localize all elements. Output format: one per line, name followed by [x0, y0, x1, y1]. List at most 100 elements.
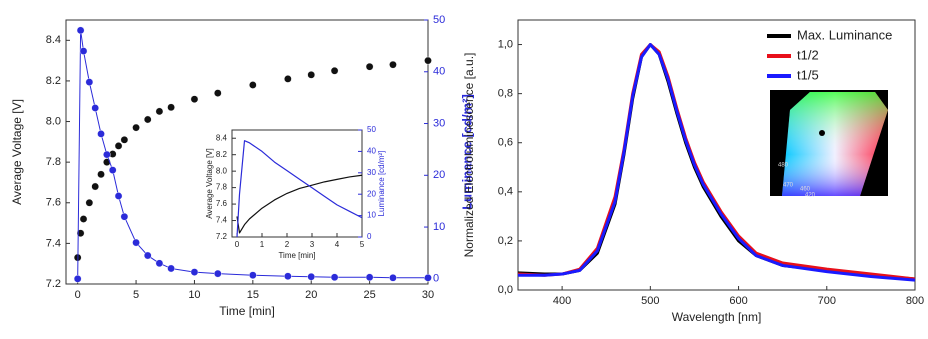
x-tick-label: 500	[641, 295, 659, 307]
y-tick-label: 1,0	[498, 38, 513, 50]
legend-label: Max. Luminance	[797, 27, 892, 42]
x-axis-label: Wavelength [nm]	[672, 310, 762, 324]
y2-tick-label: 50	[433, 14, 445, 26]
y-tick-label: 0,8	[498, 88, 513, 100]
x-tick-label: 2	[285, 240, 290, 249]
y-tick-label: 7.2	[46, 278, 61, 290]
data-point	[284, 272, 292, 281]
series-line	[236, 140, 363, 238]
data-point	[365, 273, 374, 282]
y2-tick-label: 0	[367, 232, 372, 241]
y2-tick-label: 30	[433, 117, 445, 129]
y2-tick-label: 10	[367, 211, 376, 220]
cie-label: 480	[778, 163, 789, 169]
y2-tick-label: 10	[433, 221, 445, 233]
data-point	[91, 182, 99, 191]
legend-label: t1/5	[797, 67, 819, 82]
data-point	[167, 103, 175, 112]
y-tick-label: 8.2	[216, 150, 228, 159]
y-axis-label: Normalized Electroluminescence [a.u.]	[462, 53, 476, 258]
data-point	[307, 71, 316, 79]
data-point	[190, 95, 199, 103]
series-line	[236, 174, 363, 234]
data-point	[76, 229, 85, 238]
data-point	[73, 275, 82, 283]
y-axis-label: Average Voltage [V]	[205, 148, 214, 219]
data-point	[132, 238, 140, 247]
y2-tick-label: 50	[367, 125, 376, 134]
y-tick-label: 8.2	[46, 75, 61, 87]
x-tick-label: 25	[363, 289, 375, 301]
data-point	[167, 264, 175, 273]
y-tick-label: 8.4	[216, 133, 228, 142]
data-point	[143, 251, 152, 260]
y-tick-label: 7.4	[46, 237, 61, 249]
y-tick-label: 0,4	[498, 186, 513, 198]
x-tick-label: 600	[729, 295, 747, 307]
y-tick-label: 8.0	[46, 115, 61, 127]
data-point	[85, 198, 94, 207]
data-point	[155, 107, 164, 116]
x-tick-label: 700	[818, 295, 836, 307]
data-point	[190, 268, 199, 276]
data-point	[85, 78, 94, 86]
data-point	[97, 130, 105, 138]
x-axis-label: Time [min]	[278, 251, 315, 260]
data-point	[214, 89, 222, 97]
cie-label: 470	[783, 183, 794, 189]
data-point	[249, 271, 257, 280]
data-point	[330, 66, 339, 75]
data-point	[97, 170, 105, 179]
data-point	[389, 60, 397, 69]
x-tick-label: 0	[235, 240, 240, 249]
y2-tick-label: 30	[367, 168, 376, 177]
x-tick-label: 10	[188, 289, 200, 301]
y-tick-label: 0,6	[498, 137, 513, 149]
data-point	[91, 104, 99, 112]
data-point	[424, 273, 432, 282]
data-point	[307, 272, 316, 281]
y2-axis-label: Luminance [cd/m²]	[459, 94, 474, 210]
cie-colors-v	[782, 92, 888, 196]
x-axis-label: Time [min]	[219, 304, 275, 318]
y-tick-label: 7.4	[216, 216, 228, 225]
legend-label: t1/2	[797, 47, 819, 62]
data-point	[79, 215, 88, 223]
y2-tick-label: 20	[433, 169, 445, 181]
data-point	[132, 123, 140, 132]
series-line	[518, 43, 916, 282]
cie-label: 460	[800, 187, 811, 193]
data-point	[284, 75, 292, 83]
data-point	[103, 150, 111, 159]
plot-frame	[517, 19, 916, 291]
data-point	[108, 166, 117, 174]
y-tick-label: 8.0	[216, 166, 228, 175]
x-tick-label: 15	[247, 289, 259, 301]
y-tick-label: 7.6	[46, 197, 61, 209]
data-point	[389, 273, 397, 282]
x-tick-label: 3	[310, 240, 315, 249]
x-tick-label: 4	[335, 240, 340, 249]
y-tick-label: 7.8	[46, 156, 61, 168]
x-tick-label: 0	[75, 289, 81, 301]
x-tick-label: 5	[360, 240, 365, 249]
x-tick-label: 1	[260, 240, 265, 249]
data-point	[155, 259, 164, 268]
x-tick-label: 20	[305, 289, 317, 301]
data-point	[143, 115, 152, 124]
y2-tick-label: 40	[433, 66, 445, 78]
cie-label: 420	[805, 193, 816, 199]
data-point	[424, 56, 432, 65]
x-tick-label: 800	[906, 295, 924, 307]
y-tick-label: 7.2	[216, 232, 228, 241]
y-tick-label: 7.8	[216, 183, 228, 192]
data-point	[120, 136, 129, 144]
data-point	[114, 142, 123, 150]
data-point	[76, 26, 85, 35]
data-point	[249, 81, 257, 89]
x-tick-label: 30	[422, 289, 434, 301]
data-point	[114, 192, 123, 200]
plot-frame	[231, 129, 363, 238]
